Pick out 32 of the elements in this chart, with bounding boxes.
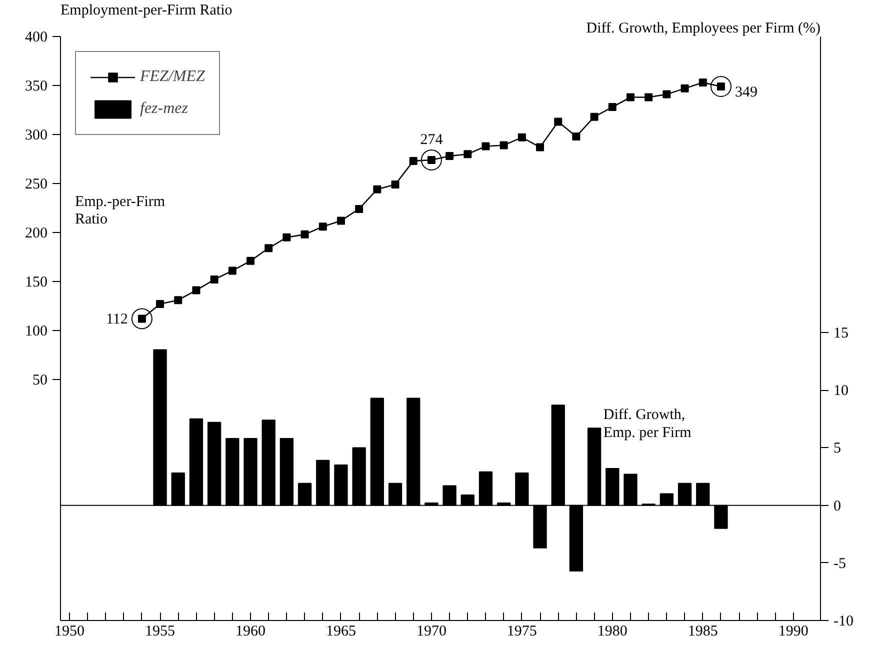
y-tick-label: 150 [25,274,48,290]
annotation: 112 [106,312,128,328]
y2-tick-label: 10 [834,383,848,400]
y-axis-title: Employment-per-Firm Ratio [60,2,232,18]
y-tick-label: 400 [25,30,48,46]
x-tick-label: 1970 [416,624,446,640]
y-tick-label: 100 [25,323,48,340]
annotation: 349 [734,84,758,100]
y2-tick-label: -5 [834,556,846,572]
x-tick-label: 1955 [145,624,176,640]
y2-tick-label: 15 [834,326,848,342]
y-tick-label: 300 [25,127,48,144]
x-tick-label: 1980 [597,624,628,640]
y-tick-label: 50 [32,372,48,388]
x-tick-label: 1960 [236,624,266,640]
y-tick-label: 350 [25,78,48,94]
annotation: Emp.-per-Firm Ratio [74,194,166,228]
x-tick-label: 1950 [54,624,85,640]
y2-tick-label: 0 [834,498,841,514]
x-tick-label: 1965 [326,624,356,640]
y-tick-label: 250 [25,176,48,192]
y2-axis-title: Diff. Growth, Employees per Firm (%) [586,20,821,36]
legend-label: FEZ/MEZ [140,68,205,86]
y2-tick-label: 5 [834,440,841,457]
y-tick-label: 200 [25,225,48,242]
x-tick-label: 1990 [778,624,808,640]
annotation: 274 [420,132,444,148]
x-tick-label: 1985 [688,624,718,640]
y2-tick-label: -10 [834,614,854,630]
legend-label: fez-mez [140,100,188,118]
x-tick-label: 1975 [506,624,537,640]
annotation: Diff. Growth, Emp. per Firm [603,407,692,441]
